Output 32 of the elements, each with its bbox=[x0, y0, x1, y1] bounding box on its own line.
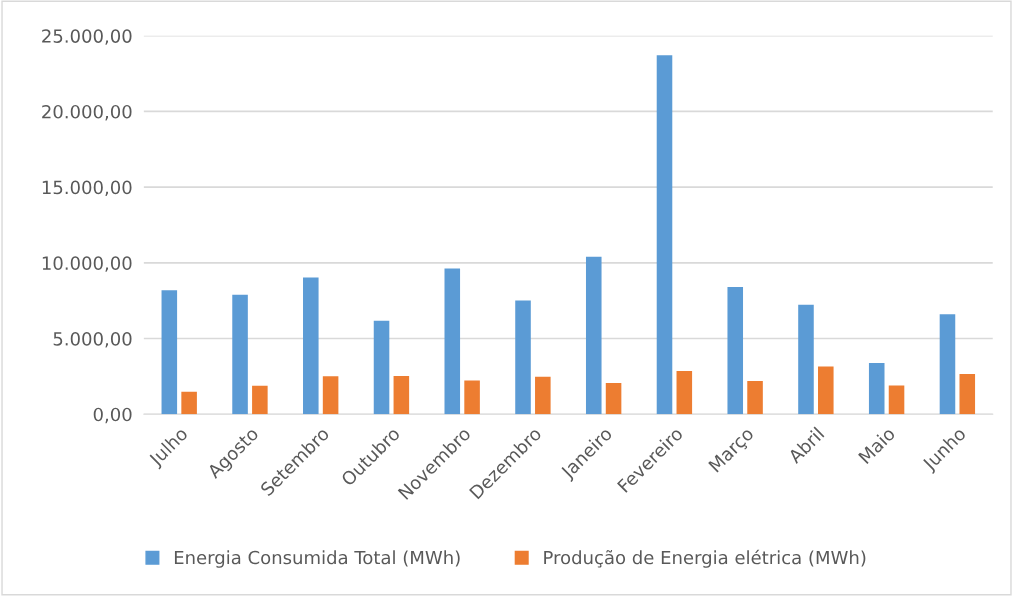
bar bbox=[464, 380, 480, 415]
bar bbox=[747, 381, 763, 415]
bar bbox=[798, 304, 814, 415]
legend-label: Produção de Energia elétrica (MWh) bbox=[544, 549, 866, 568]
y-tick-label: 15.000,00 bbox=[42, 180, 132, 197]
bar bbox=[868, 363, 885, 415]
bar bbox=[888, 385, 905, 415]
bar bbox=[181, 391, 197, 415]
bar bbox=[303, 277, 319, 415]
bar bbox=[727, 286, 744, 415]
bar bbox=[515, 300, 531, 415]
bar bbox=[232, 294, 248, 415]
bar bbox=[605, 383, 622, 415]
y-tick-label: 0,00 bbox=[93, 407, 132, 424]
bar bbox=[959, 374, 976, 415]
y-tick-label: 20.000,00 bbox=[42, 104, 132, 121]
bar bbox=[393, 376, 410, 415]
bar bbox=[656, 55, 673, 415]
y-tick-label: 25.000,00 bbox=[42, 29, 132, 45]
bar bbox=[535, 376, 551, 415]
bar bbox=[444, 268, 461, 415]
bar bbox=[322, 376, 339, 415]
bar bbox=[939, 314, 956, 415]
bar bbox=[161, 290, 178, 415]
bar bbox=[676, 371, 693, 415]
legend-label: Energia Consumida Total (MWh) bbox=[174, 550, 460, 568]
y-tick-label: 10.000,00 bbox=[42, 256, 132, 272]
bar bbox=[818, 366, 834, 415]
y-tick-label: 5.000,00 bbox=[53, 331, 132, 348]
bar bbox=[585, 256, 602, 415]
bar bbox=[252, 385, 268, 415]
bar bbox=[373, 320, 390, 415]
